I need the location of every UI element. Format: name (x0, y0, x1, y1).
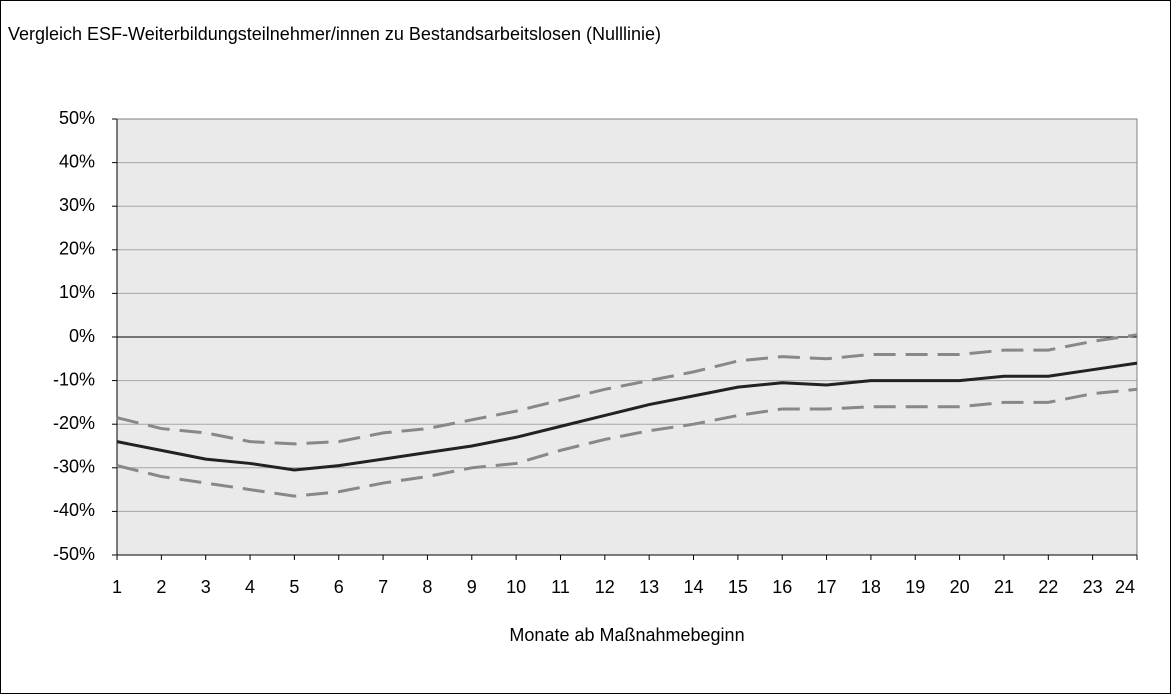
x-tick-label: 13 (639, 577, 659, 597)
data-line (116, 387, 1138, 498)
y-tick-label: 30% (59, 195, 95, 215)
x-tick-label: 2 (156, 577, 166, 597)
y-tick-label: 0% (69, 326, 95, 346)
x-tick-label: 5 (289, 577, 299, 597)
x-tick-label: 6 (334, 577, 344, 597)
x-tick-label: 11 (551, 577, 570, 597)
x-tick-label: 10 (506, 577, 526, 597)
x-tick-label: 24 (1115, 577, 1135, 597)
y-tick-label: -30% (53, 457, 95, 477)
x-axis-label: Monate ab Maßnahmebeginn (509, 625, 744, 645)
x-tick-label: 18 (861, 577, 881, 597)
y-tick-label: 40% (59, 151, 95, 171)
x-tick-label: 16 (772, 577, 792, 597)
x-tick-label: 7 (378, 577, 388, 597)
x-tick-label: 15 (728, 577, 748, 597)
x-tick-label: 21 (994, 577, 1014, 597)
x-tick-label: 12 (595, 577, 615, 597)
x-tick-label: 14 (684, 577, 704, 597)
x-tick-label: 23 (1083, 577, 1103, 597)
y-tick-label: -40% (53, 500, 95, 520)
y-tick-label: -10% (53, 369, 95, 389)
x-tick-label: 4 (245, 577, 255, 597)
y-tick-label: 50% (59, 108, 95, 128)
data-line (116, 333, 1138, 446)
x-tick-label: 3 (201, 577, 211, 597)
x-tick-label: 22 (1038, 577, 1058, 597)
y-tick-label: 20% (59, 239, 95, 259)
x-tick-label: 1 (112, 577, 122, 597)
y-tick-label: -50% (53, 544, 95, 564)
y-tick-label: -20% (53, 413, 95, 433)
x-tick-label: 17 (817, 577, 837, 597)
x-tick-label: 9 (467, 577, 477, 597)
data-line (116, 361, 1138, 472)
chart-title: Vergleich ESF-Weiterbildungsteilnehmer/i… (8, 24, 661, 44)
x-tick-label: 8 (422, 577, 432, 597)
x-tick-label: 19 (905, 577, 925, 597)
y-tick-label: 10% (59, 282, 95, 302)
x-tick-label: 20 (950, 577, 970, 597)
